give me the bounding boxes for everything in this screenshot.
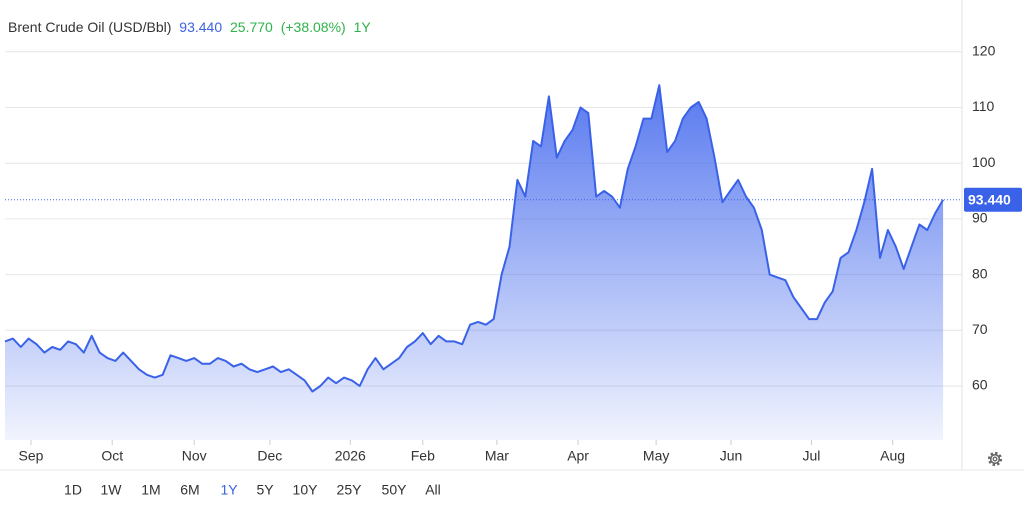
last-price-label: 93.440 [968, 191, 1011, 207]
range-button[interactable]: 1D [64, 482, 82, 498]
y-tick-label: 120 [972, 43, 996, 59]
range-button[interactable]: 10Y [293, 482, 319, 498]
last-price-box [964, 187, 1022, 212]
header-price: 93.440 [179, 19, 222, 35]
x-tick-label: Dec [257, 448, 282, 464]
range-button[interactable]: 5Y [256, 482, 274, 498]
labels: 60 70 80 90 100 110 120 Sep Oct Nov Dec 2026 Feb Mar A… [19, 43, 1022, 464]
x-tick-label: 2026 [335, 448, 366, 464]
header-change-pct: (+38.08%) [281, 19, 346, 35]
y-tick-label: 90 [972, 210, 988, 226]
range-button[interactable]: 1M [141, 482, 160, 498]
range-button[interactable]: 6M [180, 482, 199, 498]
x-tick-label: Oct [101, 448, 123, 464]
header: Brent Crude Oil (USD/Bbl) 93.440 25.770 … [8, 19, 371, 35]
y-tick-label: 110 [972, 98, 995, 114]
range-button[interactable]: 1W [101, 482, 123, 498]
range-button[interactable]: 50Y [382, 482, 408, 498]
y-tick-label: 60 [972, 377, 988, 393]
x-tick-label: Nov [182, 448, 207, 464]
range-button[interactable]: All [425, 482, 441, 498]
x-tick-label: Jul [802, 448, 820, 464]
price-line [4, 84, 944, 393]
chart-title: Brent Crude Oil (USD/Bbl) [8, 19, 171, 35]
range-button[interactable]: 25Y [337, 482, 363, 498]
x-tick-label: May [643, 448, 669, 464]
range-button[interactable]: 1Y [220, 482, 238, 498]
x-tick-label: Apr [567, 448, 589, 464]
x-tick-label: Aug [880, 448, 905, 464]
y-tick-label: 80 [972, 265, 988, 281]
x-tick-label: Feb [411, 448, 435, 464]
x-tick-label: Jun [720, 448, 743, 464]
area-fill [5, 85, 944, 440]
plot [4, 84, 962, 440]
settings-icon[interactable] [987, 451, 1003, 467]
y-tick-label: 70 [972, 321, 988, 337]
y-tick-label: 100 [972, 154, 996, 170]
header-change: 25.770 [230, 19, 273, 35]
header-period: 1Y [354, 19, 372, 35]
x-tick-label: Mar [485, 448, 509, 464]
x-tick-label: Sep [19, 448, 44, 464]
